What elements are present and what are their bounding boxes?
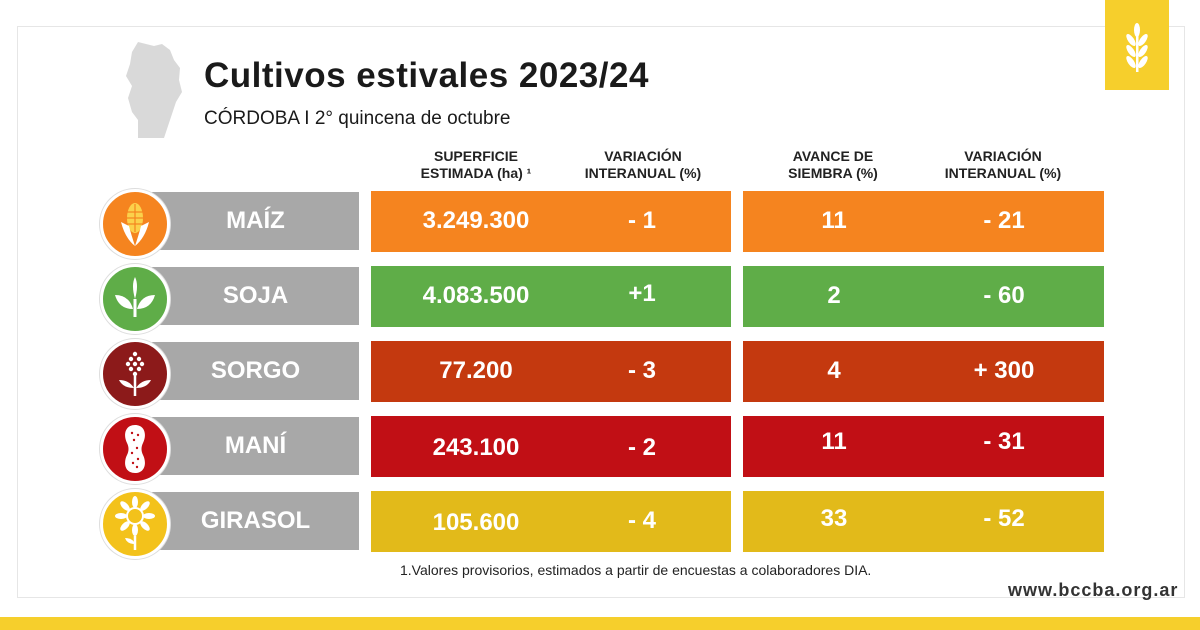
crop-row-maiz: MAÍZ 3.249.300 - 1 11 - 21 (100, 189, 1104, 259)
sorghum-icon (100, 339, 170, 409)
superficie-block: 3.249.300 - 1 (371, 191, 731, 252)
superficie-value: 4.083.500 (422, 282, 530, 309)
header-avance-siembra: AVANCE DE SIEMBRA (%) (788, 148, 878, 181)
avance-block: 4 + 300 (743, 341, 1104, 402)
crop-label-box (152, 192, 360, 250)
crop-row-sorgo: SORGO 77.200 - 3 4 + 300 (100, 339, 1104, 409)
variacion-avance-value: - 31 (983, 428, 1025, 455)
header-superficie: SUPERFICIE ESTIMADA (ha) ¹ (420, 148, 532, 181)
soy-sprout-icon (100, 264, 170, 334)
wheat-icon (1126, 23, 1148, 72)
avance-value: 33 (820, 505, 848, 532)
crop-label-box (152, 417, 360, 475)
avance-block: 2 - 60 (743, 266, 1104, 327)
corn-icon (100, 189, 170, 259)
avance-value: 11 (821, 207, 847, 234)
page-subtitle: CÓRDOBA I 2° quincena de octubre (204, 108, 511, 129)
superficie-block: 105.600 - 4 (371, 491, 731, 552)
superficie-block: 77.200 - 3 (371, 341, 731, 402)
crop-label-box (152, 267, 360, 325)
variacion-avance-value: - 52 (983, 505, 1025, 532)
variacion-avance-value: - 21 (983, 207, 1025, 234)
superficie-value: 77.200 (439, 357, 513, 384)
footnote: 1.Valores provisorios, estimados a parti… (400, 562, 872, 578)
variacion-avance-value: - 60 (983, 282, 1025, 309)
variacion-superficie-value: +1 (628, 280, 656, 307)
avance-block: 11 - 31 (743, 416, 1104, 477)
avance-block: 11 - 21 (743, 191, 1104, 252)
crop-name: MANÍ (224, 432, 287, 459)
crop-label-box (152, 492, 360, 550)
variacion-avance-value: + 300 (973, 357, 1035, 384)
avance-value: 11 (821, 428, 847, 455)
variacion-superficie-value: - 1 (627, 207, 656, 234)
cordoba-map-icon (126, 42, 182, 138)
crop-row-girasol: GIRASOL 105.600 - 4 33 - 52 (100, 489, 1104, 559)
page-title: Cultivos estivales 2023/24 (204, 56, 649, 95)
crop-row-mani: MANÍ 243.100 - 2 11 - 31 (100, 414, 1104, 484)
website-link[interactable]: www.bccba.org.ar (1008, 580, 1179, 600)
variacion-superficie-value: - 3 (627, 357, 656, 384)
brand-logo (1105, 0, 1169, 90)
crop-name: SORGO (210, 357, 301, 384)
superficie-block: 243.100 - 2 (371, 416, 731, 477)
crop-name: MAÍZ (226, 207, 285, 234)
superficie-block: 4.083.500 +1 (371, 266, 731, 327)
sunflower-icon (100, 489, 170, 559)
superficie-value: 105.600 (432, 509, 520, 536)
header-variacion-superficie: VARIACIÓN INTERANUAL (%) (584, 148, 702, 181)
crop-name: GIRASOL (200, 507, 311, 534)
crop-label-box (152, 342, 360, 400)
variacion-superficie-value: - 2 (627, 434, 656, 461)
header-variacion-avance: VARIACIÓN INTERANUAL (%) (944, 148, 1062, 181)
crop-name: SOJA (222, 282, 289, 309)
variacion-superficie-value: - 4 (627, 507, 656, 534)
avance-value: 2 (827, 282, 841, 309)
crop-row-soja: SOJA 4.083.500 +1 2 - 60 (100, 264, 1104, 334)
bottom-brand-bar (0, 617, 1200, 630)
peanut-icon (100, 414, 170, 484)
superficie-value: 243.100 (432, 434, 520, 461)
superficie-value: 3.249.300 (422, 207, 530, 234)
avance-block: 33 - 52 (743, 491, 1104, 552)
avance-value: 4 (827, 357, 841, 384)
